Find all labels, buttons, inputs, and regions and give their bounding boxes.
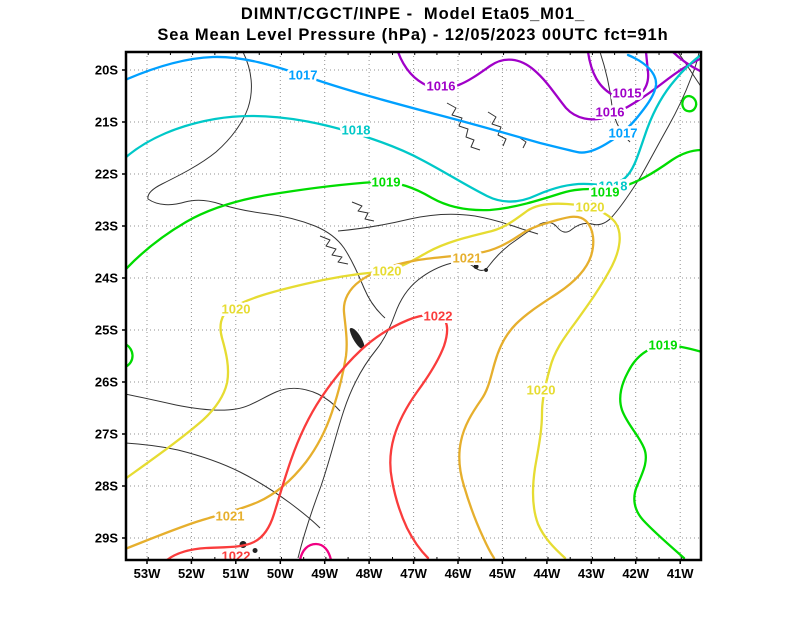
island (484, 268, 489, 272)
isobar-label-1018: 1018 (342, 123, 371, 138)
lat-tick-label: 24S (95, 271, 118, 286)
chart-title-line2: Sea Mean Level Pressure (hPa) - 12/05/20… (157, 26, 669, 44)
isobar-label-1018: 1018 (599, 179, 628, 194)
isobar-label-1020: 1020 (527, 383, 556, 398)
isobar-label-1021: 1021 (216, 509, 245, 524)
lat-tick-label: 27S (95, 427, 118, 442)
isobar-1023-hpa (298, 542, 333, 560)
lon-tick-label: 48W (356, 566, 383, 581)
isobar-label-1019: 1019 (649, 338, 678, 353)
isobar-label-1020: 1020 (576, 200, 605, 215)
lat-tick-label: 25S (95, 323, 118, 338)
isobar-label-1017: 1017 (609, 126, 638, 141)
lon-tick-label: 42W (622, 566, 649, 581)
lon-tick-label: 50W (267, 566, 294, 581)
lon-tick-label: 53W (134, 566, 161, 581)
isobar-1020-hpa (126, 202, 621, 560)
island (252, 548, 258, 553)
isobar-label-1022: 1022 (424, 309, 453, 324)
isobar-1019-hpa (619, 344, 701, 560)
lon-tick-label: 52W (178, 566, 205, 581)
lat-tick-label: 22S (95, 167, 118, 182)
chart-title-line1: DIMNT/CGCT/INPE - Model Eta05_M01_ (240, 5, 586, 23)
lake (487, 111, 507, 147)
isobar-1015-hpa (586, 52, 650, 100)
minor-ticks (147, 52, 682, 560)
isobar-1019-hpa (126, 148, 701, 271)
isobar-label-1020: 1020 (222, 302, 251, 317)
isobar-1017-hpa (126, 53, 658, 154)
isobar-label-1019: 1019 (372, 175, 401, 190)
isobar-label-1016: 1016 (427, 79, 456, 94)
isobar-label-1021: 1021 (453, 251, 482, 266)
lon-tick-label: 46W (445, 566, 472, 581)
lon-tick-label: 47W (400, 566, 427, 581)
river (351, 201, 375, 222)
isobar-1022-hpa (165, 313, 449, 560)
isobar-1021-hpa (126, 215, 595, 560)
river (319, 235, 349, 265)
lake (446, 102, 481, 151)
lat-tick-label: 20S (95, 63, 118, 78)
coastline (297, 52, 700, 559)
lon-tick-label: 44W (534, 566, 561, 581)
isobar-1019-hpa (681, 94, 698, 113)
axis-labels: 53W 52W 51W 50W 49W 48W 47W 46W 45W 44W 43W 42W 41W 2… (95, 63, 694, 582)
isobar-label-1017: 1017 (289, 68, 318, 83)
lon-tick-label: 41W (667, 566, 694, 581)
lon-tick-label: 45W (489, 566, 516, 581)
lake (519, 137, 527, 149)
state-border (337, 213, 539, 235)
island (473, 264, 479, 269)
lat-tick-label: 28S (95, 479, 118, 494)
basemap (126, 52, 701, 559)
lat-tick-label: 29S (95, 531, 118, 546)
chart-titles: DIMNT/CGCT/INPE - Model Eta05_M01_ Sea M… (13, 4, 800, 46)
isobar-1016-hpa (671, 52, 701, 73)
isobar-label-1015: 1015 (613, 86, 642, 101)
state-border (147, 52, 386, 319)
lat-tick-label: 23S (95, 219, 118, 234)
lat-tick-label: 21S (95, 115, 118, 130)
lat-tick-label: 26S (95, 375, 118, 390)
isobar-1018-hpa (126, 53, 701, 203)
isobar-1016-hpa (396, 52, 701, 121)
isobar-labels: 1015101610161017101710181018101910191019… (213, 65, 680, 566)
state-border (126, 387, 341, 412)
lon-tick-label: 49W (311, 566, 338, 581)
isobar-label-1020: 1020 (373, 264, 402, 279)
lon-tick-label: 51W (222, 566, 249, 581)
isobar-label-1019: 1019 (591, 185, 620, 200)
isobars (126, 52, 701, 560)
lon-tick-label: 43W (578, 566, 605, 581)
isobar-label-1016: 1016 (596, 105, 625, 120)
state-border (126, 442, 321, 529)
island (349, 327, 365, 349)
